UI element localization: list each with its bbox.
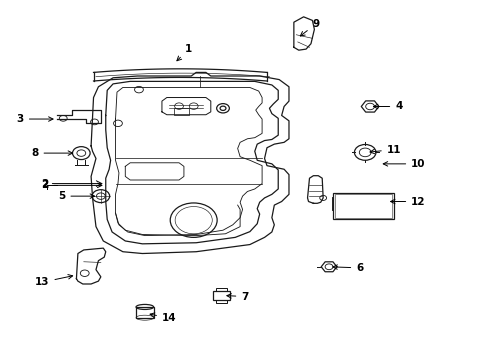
Text: 9: 9 [300, 19, 319, 36]
Bar [136, 307, 154, 318]
Text: 7: 7 [227, 292, 249, 302]
Text: 8: 8 [31, 148, 73, 158]
Text: 11: 11 [370, 144, 401, 154]
Text: 1: 1 [177, 44, 193, 61]
Bar [333, 193, 394, 220]
Text: 5: 5 [58, 191, 95, 201]
Bar [174, 108, 189, 116]
Text: 12: 12 [391, 197, 426, 207]
Bar [335, 194, 392, 218]
Text: 2: 2 [41, 180, 102, 190]
Bar [216, 300, 227, 303]
Bar [213, 291, 230, 300]
Text: 4: 4 [373, 102, 403, 112]
Text: 3: 3 [17, 114, 53, 124]
Text: 6: 6 [333, 263, 364, 273]
Text: 13: 13 [35, 275, 73, 287]
Text: 10: 10 [383, 159, 426, 169]
Text: 2: 2 [41, 179, 49, 189]
Text: 14: 14 [150, 313, 176, 323]
Bar [216, 288, 227, 291]
